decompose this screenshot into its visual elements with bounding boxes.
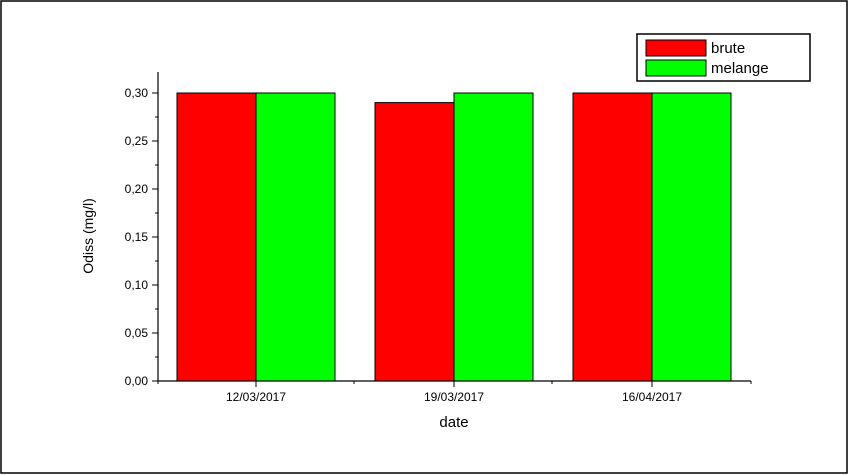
y-axis: 0,00 0,05 0,10 0,15 0,20 0,25 0,30 xyxy=(125,72,159,388)
y-tick-label: 0,20 xyxy=(125,182,149,196)
x-axis: 12/03/2017 19/03/2017 16/04/2017 xyxy=(157,380,752,404)
x-tick-label: 16/04/2017 xyxy=(622,390,682,404)
y-tick-label: 0,05 xyxy=(125,326,149,340)
legend-swatch-brute xyxy=(645,39,707,57)
legend: brute melange xyxy=(636,33,811,82)
y-tick-label: 0,15 xyxy=(125,230,149,244)
bar-melange-3 xyxy=(651,92,732,382)
x-tick-label: 19/03/2017 xyxy=(424,390,484,404)
y-tick-label: 0,30 xyxy=(125,86,149,100)
y-axis-label: Odiss (mg/l) xyxy=(80,198,96,273)
legend-swatch-melange xyxy=(645,59,707,77)
y-tick-label: 0,25 xyxy=(125,134,149,148)
legend-label-brute: brute xyxy=(711,40,745,57)
bar-brute-1 xyxy=(176,92,257,382)
bar-brute-2 xyxy=(374,102,455,382)
y-tick-label: 0,10 xyxy=(125,278,149,292)
x-axis-label: date xyxy=(439,414,468,431)
plot-area xyxy=(176,92,732,382)
bar-melange-2 xyxy=(453,92,534,382)
bar-melange-1 xyxy=(255,92,336,382)
legend-label-melange: melange xyxy=(711,60,769,77)
y-tick-label: 0,00 xyxy=(125,374,149,388)
bar-brute-3 xyxy=(572,92,653,382)
x-tick-label: 12/03/2017 xyxy=(226,390,286,404)
